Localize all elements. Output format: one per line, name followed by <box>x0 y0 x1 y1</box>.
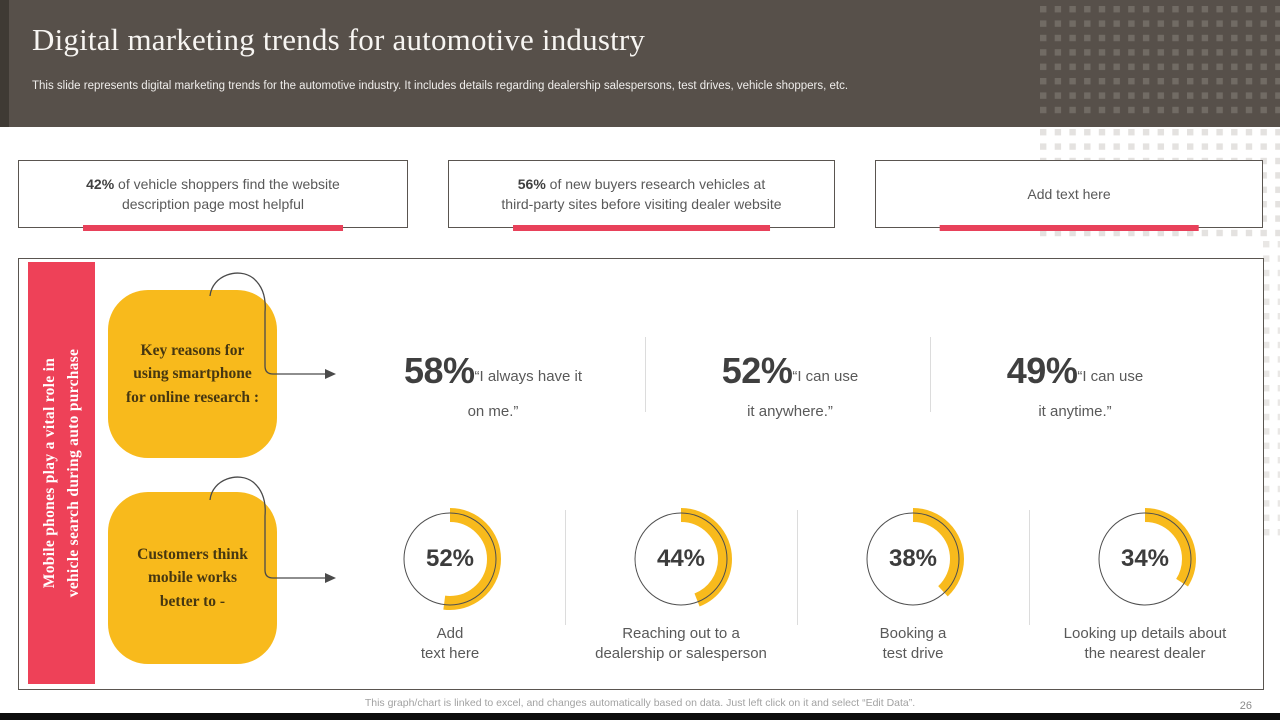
slide-header: Digital marketing trends for automotive … <box>0 0 1280 127</box>
donut-label: Reaching out to a dealership or salesper… <box>595 625 767 663</box>
column-divider <box>797 510 798 625</box>
page-title: Digital marketing trends for automotive … <box>32 22 646 57</box>
vertical-banner-label: Mobile phones play a vital role in vehic… <box>40 348 82 598</box>
column-divider <box>1029 510 1030 625</box>
donut-chart-nearest-dealer[interactable]: 34% <box>1085 498 1205 620</box>
stat-box-text-line1: 56% of new buyers research vehicles at <box>517 175 766 192</box>
donut-value-label: 34% <box>1120 545 1170 572</box>
stat-use-anywhere: 52%“I can use it anywhere.” <box>700 342 880 424</box>
donut-value-label: 52% <box>425 545 475 572</box>
red-underline-bar <box>83 225 343 231</box>
page-number: 26 <box>1239 700 1252 712</box>
stat-quote: “I can use <box>1077 368 1144 385</box>
excel-link-note: This graph/chart is linked to excel, and… <box>364 697 916 709</box>
donut-value-label: 44% <box>656 545 706 572</box>
edge-dots-pattern <box>1263 241 1280 541</box>
stat-always-have-it: 58%“I always have it on me.” <box>383 342 603 424</box>
arrowhead-icon <box>325 369 336 379</box>
donut-svg <box>862 508 964 610</box>
donut-label[interactable]: Add text here <box>420 625 480 663</box>
header-accent-strip <box>0 0 9 127</box>
column-divider <box>930 337 931 412</box>
stat-box-text-line1: Add text here <box>1027 185 1111 202</box>
column-divider <box>565 510 566 625</box>
add-text-placeholder-box[interactable]: Add text here <box>875 160 1263 231</box>
stat-value: 52% <box>721 350 793 391</box>
stat-quote: it anytime.” <box>1038 402 1112 420</box>
donut-label: Booking a test drive <box>879 625 947 663</box>
donut-value-label: 38% <box>888 545 938 572</box>
donut-label: Looking up details about the nearest dea… <box>1063 625 1227 663</box>
donut-svg <box>630 508 732 610</box>
donut-svg <box>1094 508 1196 610</box>
header-dots-pattern <box>1040 6 1280 120</box>
column-divider <box>645 337 646 412</box>
prompt-box-mobile-better[interactable]: Customers think mobile works better to - <box>108 492 277 664</box>
page-subtitle: This slide represents digital marketing … <box>32 80 849 92</box>
curved-arrow-connector <box>209 272 336 379</box>
stat-box-text-line2: third-party sites before visiting dealer… <box>501 196 782 212</box>
stat-box-text-line2: description page most helpful <box>121 196 305 212</box>
stat-box-website-description[interactable]: 42% of vehicle shoppers find the website… <box>18 160 408 231</box>
stat-value: 49% <box>1006 350 1078 391</box>
curved-arrow-connector <box>209 476 336 583</box>
stat-quote: it anywhere.” <box>747 402 833 420</box>
stat-box-third-party-research[interactable]: 56% of new buyers research vehicles at t… <box>448 160 835 231</box>
stat-value: 58% <box>403 350 475 391</box>
red-underline-bar <box>939 225 1199 231</box>
donut-chart-reaching-out[interactable]: 44% <box>621 498 741 620</box>
stat-quote: “I can use <box>792 368 859 385</box>
stat-quote: on me.” <box>467 402 519 420</box>
prompt-box-smartphone-reasons[interactable]: Key reasons for using smartphone for onl… <box>108 290 277 458</box>
bottom-edge-bar <box>0 713 1280 720</box>
arrowhead-icon <box>325 573 336 583</box>
stat-box-text-line1: 42% of vehicle shoppers find the website <box>86 175 340 192</box>
donut-svg <box>399 508 501 610</box>
donut-chart-add-text[interactable]: 52% <box>390 498 510 620</box>
donut-chart-test-drive[interactable]: 38% <box>853 498 973 620</box>
red-underline-bar <box>512 225 771 231</box>
stat-quote: “I always have it <box>474 368 583 385</box>
vertical-banner: Mobile phones play a vital role in vehic… <box>28 262 95 684</box>
stat-use-anytime: 49%“I can use it anytime.” <box>985 342 1165 424</box>
